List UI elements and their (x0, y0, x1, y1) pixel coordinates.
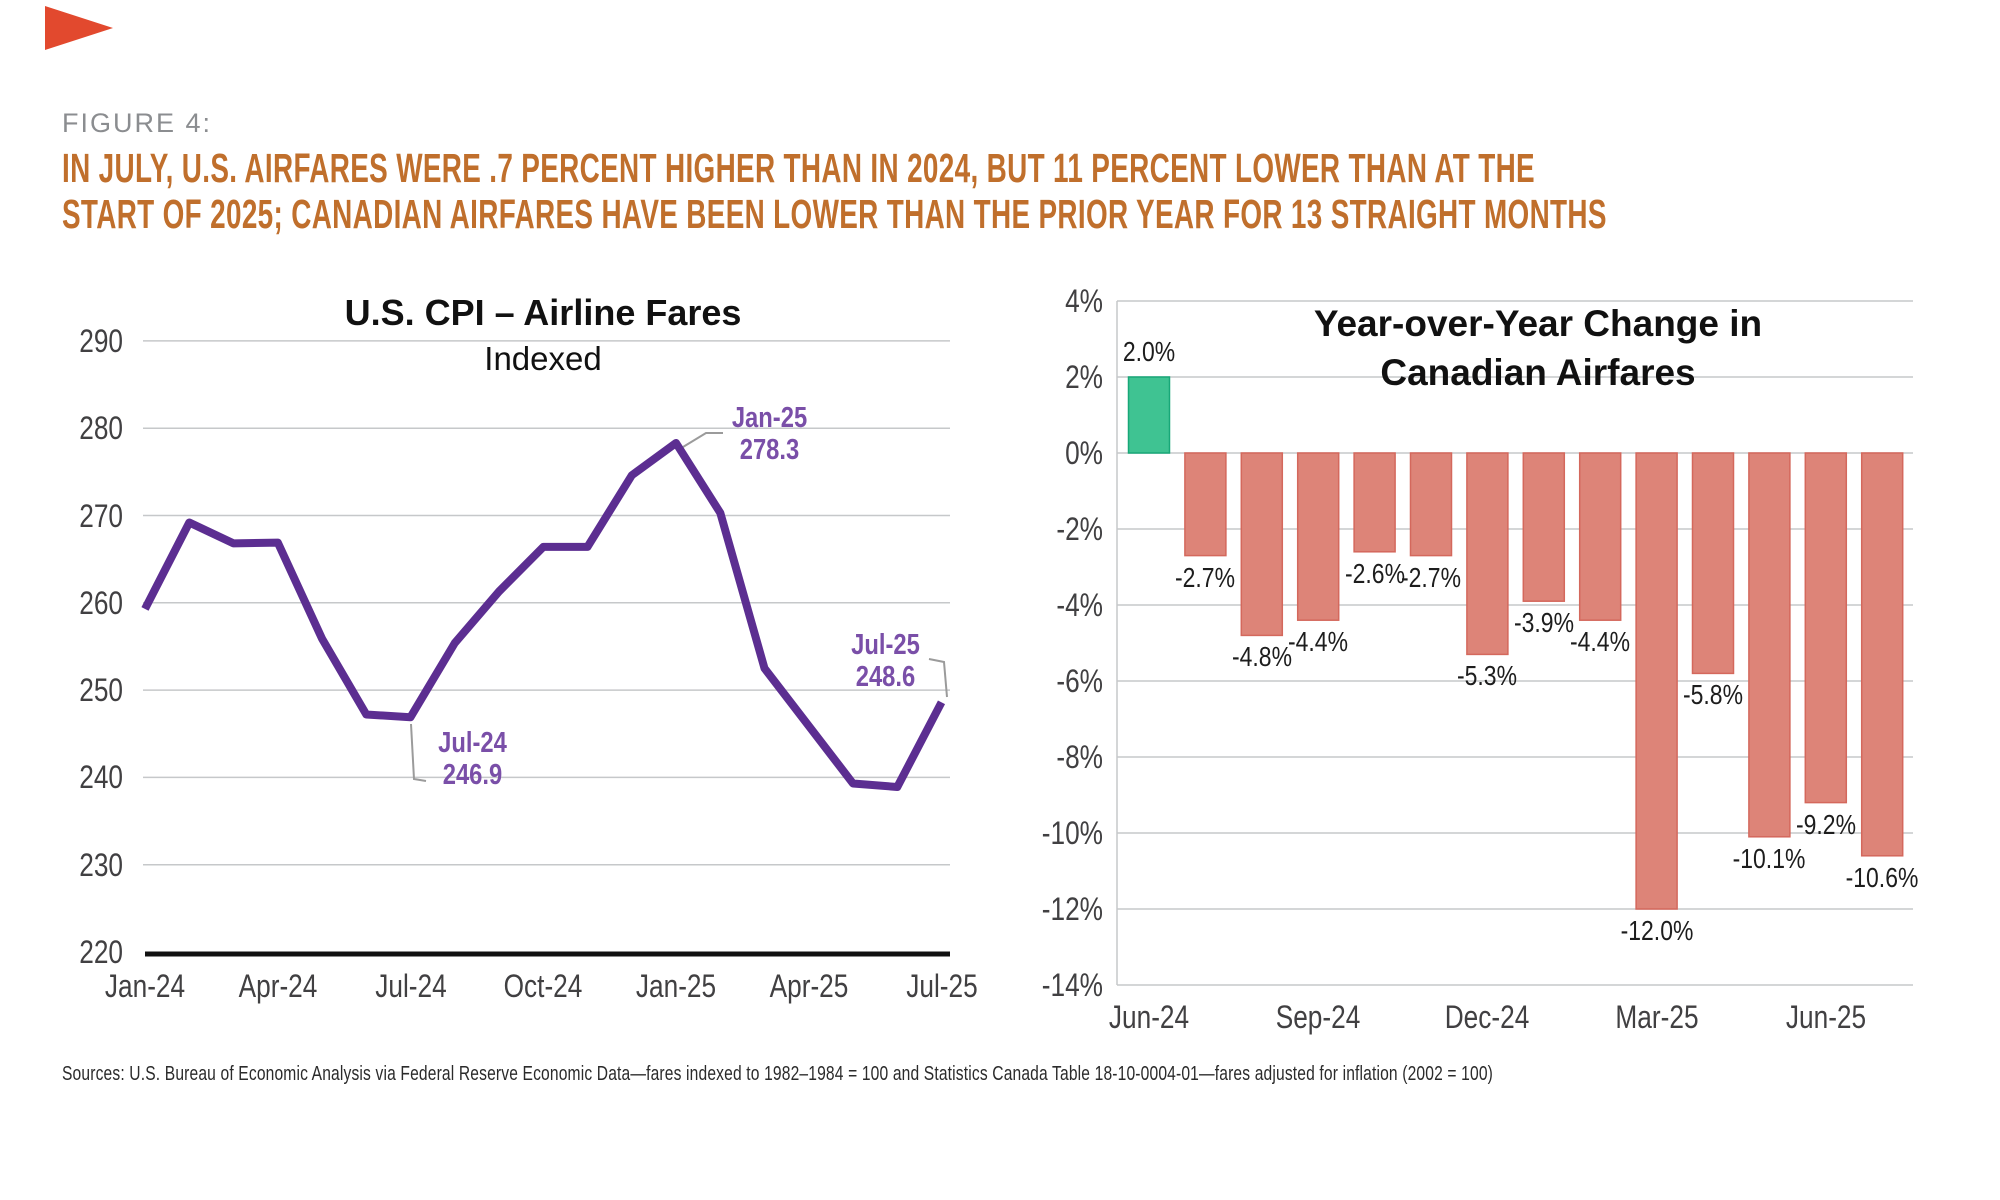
left-chart-y-tick-label: 260 (79, 584, 123, 621)
annotation-jan-25-label: Jan-25 (731, 402, 808, 434)
figure-label: FIGURE 4: (62, 108, 213, 138)
right-chart-x-tick-label: Jun-24 (1108, 999, 1190, 1035)
bar-Nov-24 (1409, 452, 1453, 557)
right-chart-y-tick-label: -6% (1056, 663, 1103, 699)
left-chart-x-tick-label: Jan-25 (635, 968, 717, 1004)
right-chart-y-tick-label: -14% (1041, 967, 1103, 1003)
annotation-jan-25: Jan-25 278.3 (714, 402, 825, 466)
annotation-jul-25-value: 248.6 (855, 661, 916, 693)
right-chart-title: Year-over-Year Change in Canadian Airfar… (1140, 299, 1936, 397)
bar-value-label: -4.4% (1570, 626, 1631, 658)
bar-value-label: -2.6% (1344, 557, 1405, 589)
bar-value-label: -9.2% (1795, 808, 1856, 840)
source-line: Sources: U.S. Bureau of Economic Analysi… (62, 1063, 1494, 1085)
bar-Jul-24 (1184, 452, 1227, 557)
annotation-jul-25-label: Jul-25 (851, 629, 920, 661)
annotation-jul-25: Jul-25 248.6 (830, 629, 941, 693)
right-chart-x-tick-label: Dec-24 (1445, 999, 1530, 1035)
headline-line-2: START OF 2025; CANADIAN AIRFARES HAVE BE… (62, 191, 1607, 237)
left-chart-y-tick-label: 240 (79, 759, 123, 796)
left-chart-subtitle: Indexed (484, 340, 602, 377)
annotation-leader-line (410, 723, 427, 782)
bar-value-label: -4.4% (1288, 626, 1349, 658)
cpi-airline-fares-line (141, 439, 946, 791)
bar-Apr-25 (1691, 452, 1735, 675)
right-chart-y-tick-label: -12% (1041, 891, 1103, 927)
annotation-jul-24-label: Jul-24 (438, 727, 507, 759)
bar-value-label: -5.8% (1683, 679, 1743, 711)
bar-value-label: -10.6% (1845, 861, 1919, 893)
left-chart-x-tick-label: Apr-25 (769, 968, 849, 1004)
bar-Jun-24 (1127, 376, 1171, 454)
right-chart-x-tick-label: Jun-25 (1785, 999, 1866, 1035)
right-chart-y-tick-label: -8% (1056, 739, 1103, 775)
right-chart-y-tick-label: -4% (1056, 587, 1103, 623)
bar-value-label: -2.7% (1401, 561, 1461, 593)
right-chart-y-tick-label: 4% (1065, 283, 1103, 319)
left-chart-y-tick-label: 280 (79, 410, 123, 447)
bar-value-label: -12.0% (1620, 915, 1693, 946)
bar-value-label: -4.8% (1231, 641, 1292, 673)
bar-Jan-25 (1522, 452, 1566, 602)
headline-line-1: IN JULY, U.S. AIRFARES WERE .7 PERCENT H… (62, 145, 1535, 191)
bar-Mar-25 (1635, 452, 1678, 910)
left-chart-y-tick-label: 220 (79, 934, 123, 970)
right-chart-y-tick-label: -2% (1056, 511, 1103, 547)
left-chart-x-tick-label: Jul-24 (374, 968, 447, 1004)
bar-Jul-25 (1860, 452, 1904, 857)
right-chart-x-tick-label: Mar-25 (1615, 999, 1699, 1035)
right-chart-title-line-2: Canadian Airfares (1380, 352, 1696, 393)
bar-value-label: -5.3% (1457, 660, 1518, 692)
annotation-jan-25-value: 278.3 (739, 434, 800, 466)
bar-Aug-24 (1240, 452, 1284, 637)
bar-May-25 (1748, 452, 1791, 838)
bar-value-label: -10.1% (1733, 842, 1806, 874)
annotation-leader-line (928, 658, 948, 698)
left-chart-title: U.S. CPI – Airline Fares (344, 292, 742, 333)
bar-value-label: 2.0% (1122, 336, 1176, 367)
annotation-leader-line (682, 432, 723, 448)
right-chart-y-tick-label: 2% (1065, 359, 1103, 395)
bar-value-label: -2.7% (1175, 561, 1236, 593)
bar-Oct-24 (1353, 452, 1396, 553)
corner-triangle-decoration (45, 6, 113, 50)
right-chart-y-tick-label: -10% (1041, 815, 1103, 851)
left-chart-y-tick-label: 250 (79, 672, 123, 709)
left-chart-x-tick-label: Jul-25 (905, 968, 978, 1004)
right-chart-y-tick-label: 0% (1065, 435, 1103, 471)
bar-value-label: -3.9% (1513, 607, 1574, 639)
bar-Jun-25 (1804, 452, 1848, 804)
left-chart-x-tick-label: Oct-24 (503, 968, 583, 1004)
right-chart-x-tick-label: Sep-24 (1275, 999, 1361, 1035)
left-chart-y-tick-label: 290 (79, 322, 123, 359)
bar-Dec-24 (1466, 452, 1509, 656)
left-chart-y-tick-label: 270 (79, 497, 123, 534)
annotation-jul-24-value: 246.9 (442, 759, 503, 791)
left-chart-x-tick-label: Apr-24 (238, 968, 318, 1004)
right-chart-title-line-1: Year-over-Year Change in (1313, 303, 1763, 344)
left-chart-y-tick-label: 230 (79, 846, 123, 883)
left-chart-x-tick-label: Jan-24 (104, 968, 186, 1004)
bar-Sep-24 (1296, 452, 1340, 621)
bar-Feb-25 (1578, 452, 1622, 621)
annotation-jul-24: Jul-24 246.9 (417, 727, 528, 791)
headline: IN JULY, U.S. AIRFARES WERE .7 PERCENT H… (62, 145, 1607, 237)
